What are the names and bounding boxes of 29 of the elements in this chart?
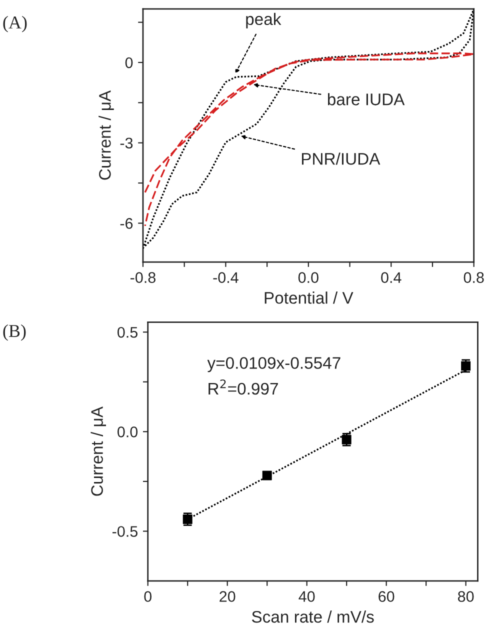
y-tick-label: -0.5 [112, 526, 138, 537]
point [262, 470, 272, 480]
x-tick-label: -0.4 [213, 272, 238, 283]
x-tick-label: 0.4 [381, 272, 402, 283]
chart-title: (B) [3, 324, 26, 341]
annotation: peak [246, 12, 282, 28]
x-tick-label: 0.0 [298, 272, 318, 283]
annotation: bare IUDA [328, 93, 405, 106]
x-axis-title: Potential / V [264, 292, 354, 304]
y-axis-title: Current / μA [98, 90, 114, 180]
x-axis-title: Scan rate / mV/s [252, 610, 374, 623]
y-tick-label: 0 [125, 57, 133, 68]
y-tick-label: -6 [120, 218, 133, 229]
line-series [144, 52, 474, 227]
x-tick-label: 80 [458, 591, 474, 602]
annotation: R$^{2}$=0.997 [208, 379, 278, 395]
y-tick-label: 0.0 [118, 426, 138, 438]
x-tick-label: -0.8 [130, 272, 156, 283]
chart-title: (A) [3, 16, 27, 32]
x-tick-label: 40 [298, 591, 315, 602]
annotation: PNR/IUDA [302, 152, 380, 165]
x-tick-label: 0 [144, 591, 152, 602]
x-tick-label: 20 [220, 591, 236, 602]
annotation: y=0.0109x-0.5547 [207, 357, 340, 372]
y-tick-label: 0.5 [118, 326, 138, 338]
y-tick-label: -3 [120, 138, 133, 149]
x-tick-label: 0.8 [464, 272, 484, 283]
y-axis-title: Current / μA [90, 406, 106, 496]
x-tick-label: 60 [378, 591, 394, 602]
